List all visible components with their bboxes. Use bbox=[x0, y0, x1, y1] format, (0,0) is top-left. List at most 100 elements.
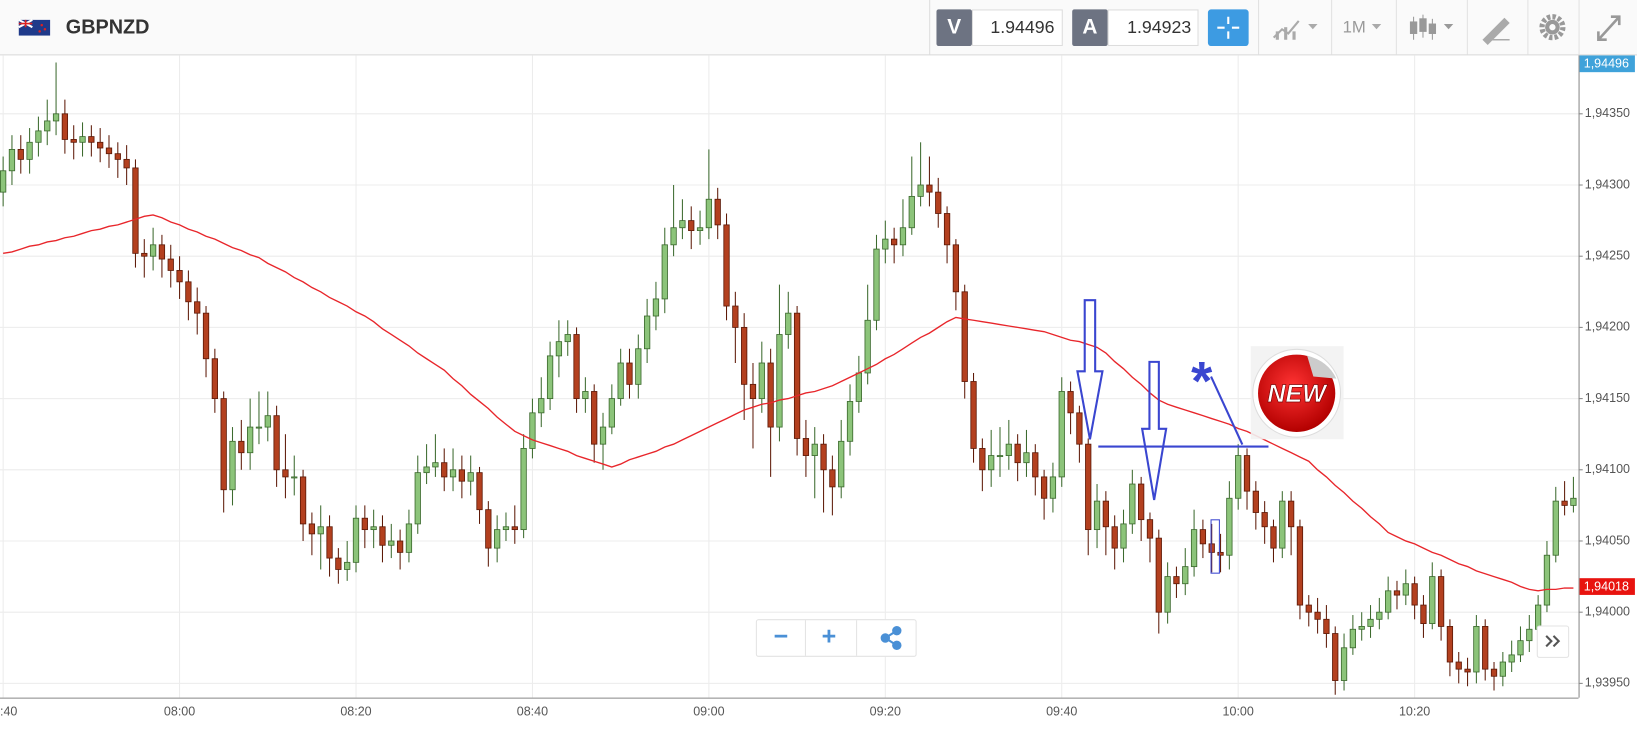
draw-button[interactable] bbox=[1482, 17, 1510, 46]
candle-body bbox=[202, 312, 210, 360]
candle-body bbox=[1261, 512, 1268, 528]
candle bbox=[546, 341, 554, 410]
candle bbox=[1561, 481, 1568, 516]
candle-body bbox=[705, 198, 713, 229]
candle-body bbox=[758, 362, 765, 400]
buy-label[interactable]: A bbox=[1082, 16, 1097, 39]
sell-label[interactable]: V bbox=[947, 16, 961, 39]
candle bbox=[0, 156, 7, 207]
toolbar bbox=[0, 0, 1637, 55]
sticker-text: NEW bbox=[1267, 380, 1328, 408]
candle-body bbox=[291, 476, 298, 479]
timeframe-button[interactable]: 1M bbox=[1343, 18, 1382, 37]
candle bbox=[538, 377, 545, 428]
timeframe[interactable]: 1M bbox=[1343, 18, 1366, 37]
chart-type-button[interactable] bbox=[1409, 14, 1454, 40]
candle bbox=[952, 239, 960, 311]
candle-body bbox=[1473, 626, 1480, 673]
candle-body bbox=[132, 167, 139, 254]
arrow bbox=[1076, 299, 1104, 440]
candle-body bbox=[379, 526, 386, 546]
candle bbox=[247, 398, 254, 470]
candle bbox=[1049, 462, 1057, 513]
candle-body bbox=[1270, 526, 1277, 549]
candle bbox=[1076, 405, 1083, 463]
candle-body bbox=[749, 383, 757, 400]
settings-button[interactable] bbox=[1539, 14, 1566, 41]
candle-body bbox=[1552, 500, 1559, 556]
candle-body bbox=[820, 443, 827, 471]
candle-body bbox=[1393, 590, 1401, 596]
sell-label-box[interactable] bbox=[936, 9, 972, 47]
buy-price[interactable]: 1.94923 bbox=[1127, 17, 1191, 37]
candle bbox=[467, 455, 474, 496]
x-tick-label: :40 bbox=[0, 705, 17, 719]
candle-body bbox=[1252, 490, 1259, 513]
candle-body bbox=[1164, 576, 1171, 613]
candle bbox=[405, 509, 413, 563]
candle-body bbox=[1543, 554, 1551, 606]
crosshair-button[interactable] bbox=[1207, 9, 1249, 47]
candle bbox=[335, 548, 342, 584]
candle bbox=[502, 512, 510, 541]
sell-price-box[interactable] bbox=[971, 9, 1063, 47]
candle-body bbox=[970, 381, 977, 449]
buy-label-box[interactable] bbox=[1072, 9, 1108, 47]
candle bbox=[1349, 615, 1357, 655]
zoom-in-button[interactable]: + bbox=[822, 623, 837, 651]
candle-body bbox=[1182, 566, 1189, 585]
candle bbox=[988, 429, 995, 487]
candle bbox=[167, 244, 174, 288]
share-button[interactable] bbox=[880, 625, 902, 651]
sell-price[interactable]: 1.94496 bbox=[990, 17, 1054, 37]
candle bbox=[1446, 619, 1454, 677]
candle-body bbox=[423, 466, 430, 474]
candle-body bbox=[105, 147, 113, 155]
candle bbox=[1173, 566, 1180, 598]
candle bbox=[811, 427, 818, 499]
candle-body bbox=[891, 238, 898, 246]
candle-body bbox=[1173, 576, 1180, 585]
candle bbox=[935, 177, 942, 228]
candle-body bbox=[370, 526, 377, 531]
candle bbox=[1138, 476, 1145, 541]
fullscreen-button[interactable] bbox=[1597, 15, 1621, 42]
candle-body bbox=[502, 526, 510, 531]
candle-body bbox=[608, 398, 615, 428]
candle-body bbox=[494, 529, 501, 549]
y-tick-label: 1,94100 bbox=[1585, 462, 1630, 476]
candle bbox=[555, 320, 563, 378]
sell-button[interactable]: V 1.94496 bbox=[936, 9, 1063, 47]
toolbar-separators bbox=[1258, 0, 1580, 55]
candle bbox=[996, 427, 1004, 477]
candle bbox=[264, 391, 271, 442]
zoom-out-button[interactable]: − bbox=[774, 623, 789, 651]
candle-body bbox=[1120, 523, 1127, 549]
candle-body bbox=[864, 319, 871, 374]
candle bbox=[132, 159, 139, 268]
candle bbox=[352, 505, 360, 573]
candle bbox=[1323, 605, 1330, 648]
candle bbox=[26, 128, 33, 174]
candle bbox=[1526, 615, 1533, 653]
scroll-right-button[interactable] bbox=[1536, 625, 1570, 658]
candle bbox=[1040, 469, 1048, 520]
axis-labels: 1,93950 1,94000 1,94050 1,94100 1,94150 1,942… bbox=[0, 106, 1630, 718]
indicators-button[interactable] bbox=[1272, 20, 1318, 40]
buy-price-box[interactable] bbox=[1107, 9, 1199, 47]
candle-body bbox=[1455, 661, 1462, 670]
candle bbox=[608, 384, 615, 435]
candle bbox=[591, 384, 598, 463]
arrow bbox=[1140, 360, 1168, 501]
x-tick-label: 08:00 bbox=[164, 705, 195, 719]
candle bbox=[617, 348, 624, 406]
candle-body bbox=[1570, 497, 1577, 506]
candle-body bbox=[811, 443, 818, 456]
buy-button[interactable]: A 1.94923 bbox=[1072, 9, 1199, 47]
candle-body bbox=[555, 341, 563, 357]
candle bbox=[123, 145, 130, 186]
candle bbox=[1005, 419, 1012, 470]
candle-body bbox=[1146, 519, 1154, 539]
candle-body bbox=[661, 244, 668, 300]
candle-body bbox=[1490, 668, 1498, 677]
